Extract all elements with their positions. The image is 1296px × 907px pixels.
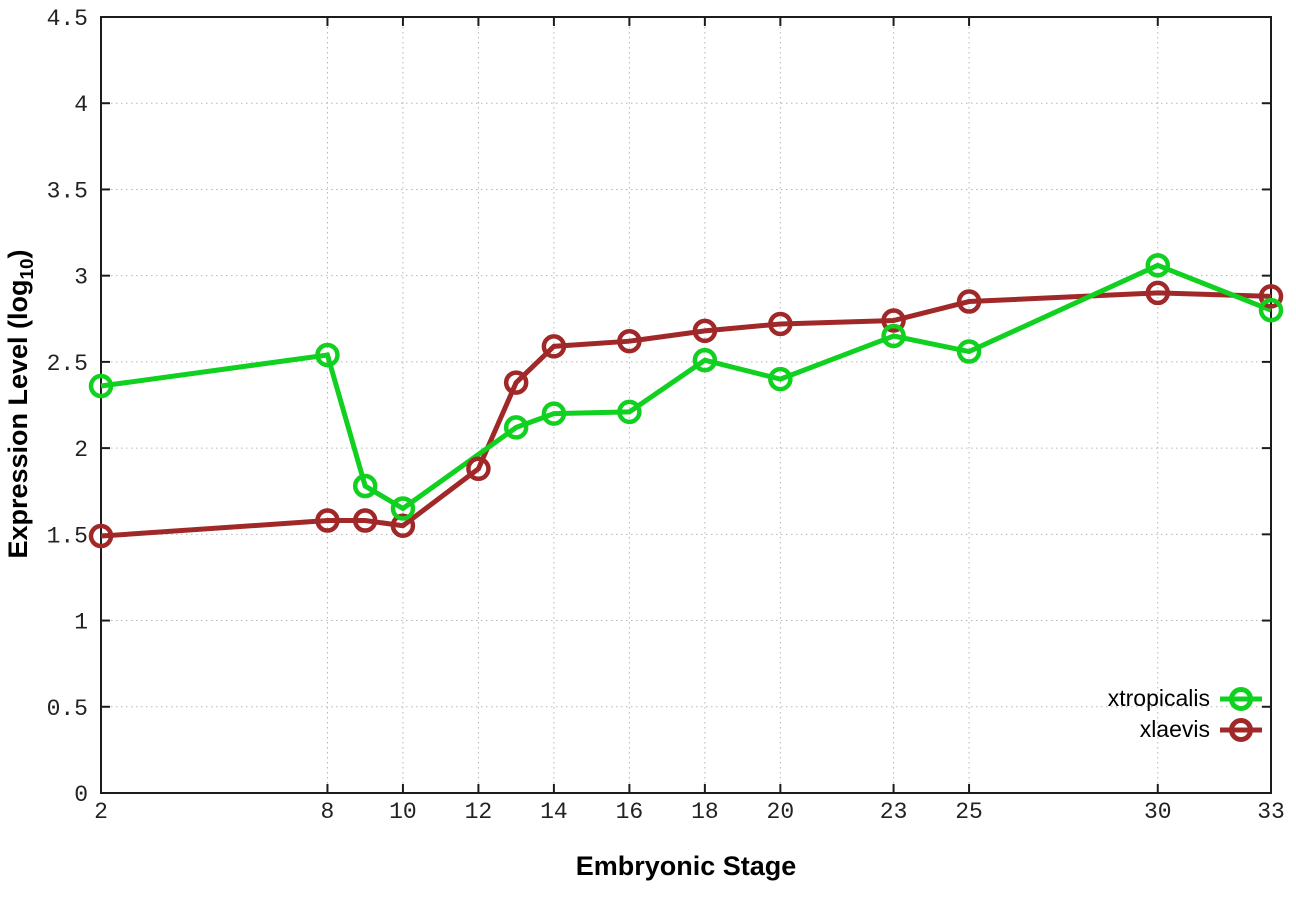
data-point-xlaevis	[692, 318, 718, 344]
data-point-xtropicalis	[352, 473, 378, 499]
y-tick-label: 1.5	[47, 523, 88, 549]
y-axis-title: Expression Level (log10)	[3, 249, 39, 558]
x-tick-label: 20	[767, 799, 795, 825]
data-point-xtropicalis	[956, 339, 982, 364]
legend-point-sample	[1229, 717, 1253, 742]
data-point-xlaevis	[617, 328, 642, 354]
data-point-xtropicalis	[390, 496, 416, 521]
data-point-xlaevis	[881, 308, 906, 333]
data-point-xlaevis	[390, 513, 416, 538]
y-tick-label: 0	[74, 782, 88, 808]
y-tick-label: 4.5	[47, 6, 88, 32]
data-point-xtropicalis	[88, 373, 114, 399]
data-point-xtropicalis	[881, 323, 906, 349]
data-point-xlaevis	[88, 523, 114, 549]
y-axis-title-text: Expression Level (log	[2, 279, 33, 559]
x-tick-label: 16	[616, 799, 644, 825]
series-line-xlaevis	[100, 290, 1272, 539]
data-point-xlaevis	[315, 508, 340, 533]
legend-item-xtropicalis: xtropicalis	[1108, 683, 1264, 714]
y-tick-label: 2	[74, 437, 88, 463]
legend-label-xlaevis: xlaevis	[1139, 716, 1210, 742]
data-point-xlaevis	[541, 334, 567, 359]
data-point-xtropicalis	[692, 347, 718, 373]
y-tick-label: 3	[74, 265, 88, 291]
x-tick-label: 25	[955, 799, 983, 825]
legend-point-sample	[1229, 686, 1253, 711]
x-tick-label: 30	[1144, 799, 1172, 825]
y-tick-label: 1	[74, 610, 88, 636]
legend: xtropicalis xlaevis	[1108, 683, 1264, 745]
x-tick-label: 10	[389, 799, 417, 825]
data-point-xtropicalis	[541, 401, 567, 426]
y-tick-label: 0.5	[47, 696, 88, 722]
data-point-xtropicalis	[1258, 297, 1284, 323]
y-axis-title-subscript: 10	[17, 258, 39, 280]
x-tick-label: 2	[94, 799, 108, 825]
legend-marker-xtropicalis	[1220, 686, 1262, 711]
data-point-xlaevis	[1145, 280, 1171, 306]
legend-marker-xlaevis	[1220, 717, 1262, 742]
y-tick-label: 3.5	[47, 178, 88, 204]
x-axis-title: Embryonic Stage	[575, 851, 797, 881]
x-tick-label: 12	[465, 799, 493, 825]
plot-border	[100, 16, 1272, 794]
x-tick-label: 14	[540, 799, 568, 825]
data-point-xlaevis	[503, 370, 529, 395]
x-tick-label: 33	[1257, 799, 1285, 825]
y-axis-title-close: )	[2, 249, 33, 259]
data-point-xlaevis	[1258, 284, 1284, 309]
data-point-xlaevis	[352, 508, 378, 533]
series-line-xtropicalis	[100, 262, 1272, 512]
legend-label-xtropicalis: xtropicalis	[1107, 685, 1210, 711]
data-point-xlaevis	[768, 311, 793, 337]
x-tick-label: 23	[880, 799, 908, 825]
data-point-xtropicalis	[503, 415, 529, 440]
y-tick-label: 4	[74, 92, 88, 118]
data-point-xlaevis	[956, 289, 982, 314]
x-tick-label: 8	[321, 799, 335, 825]
data-point-xtropicalis	[315, 342, 340, 368]
y-tick-label: 2.5	[47, 351, 88, 377]
data-point-xtropicalis	[1145, 253, 1171, 278]
x-tick-label: 18	[691, 799, 719, 825]
legend-item-xlaevis: xlaevis	[1140, 714, 1264, 745]
data-point-xlaevis	[466, 456, 491, 482]
data-point-xtropicalis	[617, 399, 642, 425]
data-point-xtropicalis	[768, 366, 793, 392]
